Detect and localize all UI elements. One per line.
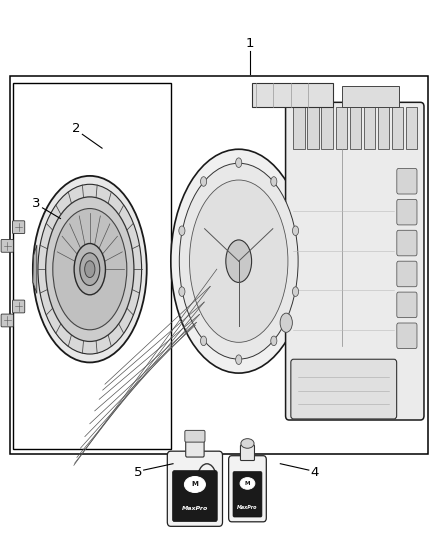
Text: 5: 5 (134, 466, 142, 479)
Ellipse shape (236, 355, 242, 365)
FancyBboxPatch shape (12, 221, 25, 233)
Ellipse shape (240, 478, 255, 489)
Ellipse shape (171, 149, 307, 373)
Ellipse shape (241, 439, 254, 448)
Bar (307, 107, 319, 149)
Ellipse shape (201, 336, 207, 346)
Ellipse shape (38, 184, 141, 354)
FancyBboxPatch shape (397, 168, 417, 194)
Text: MaxPro: MaxPro (182, 506, 208, 511)
Ellipse shape (236, 158, 242, 167)
FancyBboxPatch shape (397, 292, 417, 318)
FancyBboxPatch shape (397, 323, 417, 349)
FancyBboxPatch shape (1, 314, 13, 327)
Bar (293, 107, 305, 149)
Polygon shape (342, 86, 399, 107)
Ellipse shape (293, 226, 299, 236)
Ellipse shape (271, 176, 277, 186)
FancyBboxPatch shape (1, 239, 13, 252)
Ellipse shape (179, 226, 185, 236)
FancyBboxPatch shape (167, 451, 223, 527)
Ellipse shape (226, 240, 251, 282)
Ellipse shape (179, 287, 185, 296)
Text: 3: 3 (32, 197, 41, 209)
Ellipse shape (53, 208, 127, 330)
Polygon shape (252, 83, 333, 107)
Polygon shape (289, 117, 303, 405)
Ellipse shape (46, 197, 134, 342)
Ellipse shape (201, 176, 207, 186)
Bar (321, 107, 333, 149)
Ellipse shape (85, 261, 95, 278)
FancyBboxPatch shape (286, 102, 424, 420)
Ellipse shape (190, 180, 288, 342)
FancyBboxPatch shape (240, 445, 254, 461)
Ellipse shape (184, 477, 205, 492)
Ellipse shape (280, 313, 293, 333)
Ellipse shape (179, 163, 298, 359)
Text: 2: 2 (72, 123, 81, 135)
Text: 4: 4 (310, 466, 319, 479)
Ellipse shape (293, 287, 299, 296)
Text: MaxPro: MaxPro (237, 505, 258, 510)
FancyBboxPatch shape (233, 472, 262, 517)
Ellipse shape (74, 244, 106, 295)
FancyBboxPatch shape (397, 261, 417, 287)
Bar (392, 107, 403, 149)
Bar (336, 107, 347, 149)
FancyBboxPatch shape (185, 431, 205, 442)
Bar (350, 107, 361, 149)
Bar (364, 107, 375, 149)
FancyBboxPatch shape (229, 456, 266, 522)
Polygon shape (33, 245, 37, 293)
Ellipse shape (33, 176, 147, 362)
Text: M: M (191, 481, 198, 488)
FancyBboxPatch shape (12, 300, 25, 313)
Text: M: M (245, 481, 250, 486)
FancyBboxPatch shape (397, 199, 417, 225)
Ellipse shape (271, 336, 277, 346)
Text: 1: 1 (245, 37, 254, 50)
Bar (406, 107, 417, 149)
FancyBboxPatch shape (291, 359, 397, 419)
FancyBboxPatch shape (186, 439, 204, 457)
FancyBboxPatch shape (173, 471, 217, 521)
Bar (10, 76, 428, 454)
Bar (378, 107, 389, 149)
FancyBboxPatch shape (397, 230, 417, 256)
Ellipse shape (80, 253, 100, 286)
Bar (13, 83, 171, 449)
